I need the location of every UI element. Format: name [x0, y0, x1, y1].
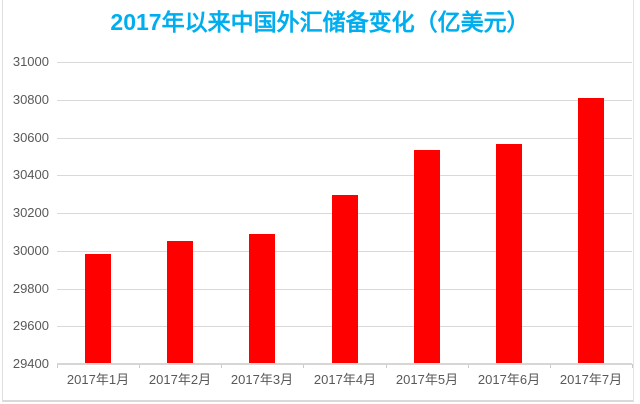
x-axis-tick-mark — [221, 364, 222, 368]
y-axis-tick-label: 31000 — [12, 54, 49, 69]
y-axis-tick-label: 29800 — [12, 281, 49, 296]
x-axis-tick-label: 2017年3月 — [230, 372, 294, 387]
y-axis-tick-label: 29600 — [12, 318, 49, 333]
x-axis-tick-mark — [386, 364, 387, 368]
x-axis-tick-label: 2017年2月 — [148, 372, 212, 387]
x-axis-tick-mark — [303, 364, 304, 368]
bar-2017年5月 — [414, 150, 440, 364]
x-axis-tick-mark — [468, 364, 469, 368]
x-axis-tick-mark — [550, 364, 551, 368]
x-axis-tick-label: 2017年1月 — [66, 372, 130, 387]
bar-2017年6月 — [496, 144, 522, 364]
bar-2017年7月 — [578, 98, 604, 364]
gridline-30600 — [57, 138, 632, 139]
y-axis-tick-label: 30800 — [12, 92, 49, 107]
x-axis-tick-mark — [139, 364, 140, 368]
x-axis-line — [57, 363, 632, 365]
gridline-31000 — [57, 62, 632, 63]
bar-2017年3月 — [249, 234, 275, 364]
gridline-30800 — [57, 100, 632, 101]
y-axis-tick-label: 30400 — [12, 167, 49, 182]
x-axis-tick-mark — [57, 364, 58, 368]
y-axis-tick-label: 30200 — [12, 205, 49, 220]
x-axis-tick-label: 2017年4月 — [313, 372, 377, 387]
y-axis-tick-label: 30000 — [12, 243, 49, 258]
y-axis-tick-label: 29400 — [12, 356, 49, 371]
x-axis-tick-label: 2017年6月 — [477, 372, 541, 387]
y-axis-tick-label: 30600 — [12, 130, 49, 145]
x-axis-tick-label: 2017年5月 — [395, 372, 459, 387]
bar-2017年2月 — [167, 241, 193, 364]
x-axis-tick-mark — [632, 364, 633, 368]
bar-2017年4月 — [332, 195, 358, 364]
bar-2017年1月 — [85, 254, 111, 364]
gridline-30400 — [57, 175, 632, 176]
chart-title: 2017年以来中国外汇储备变化（亿美元） — [110, 9, 530, 35]
x-axis-tick-label: 2017年7月 — [559, 372, 623, 387]
